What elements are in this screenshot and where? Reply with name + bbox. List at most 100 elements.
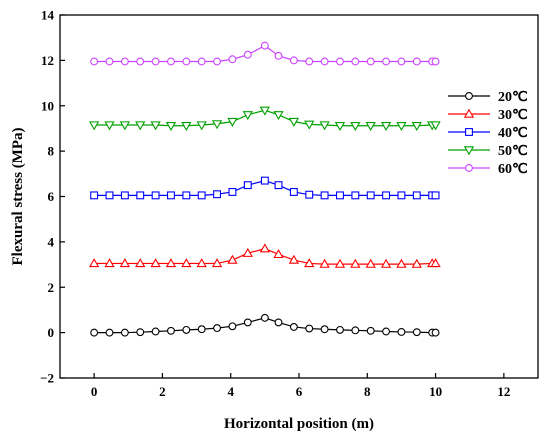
data-point bbox=[197, 325, 206, 334]
data-point bbox=[136, 57, 145, 66]
data-point bbox=[350, 122, 361, 132]
data-point bbox=[431, 191, 440, 200]
data-point bbox=[165, 258, 177, 268]
series-layer bbox=[88, 41, 441, 337]
series-0 bbox=[90, 313, 440, 337]
data-point bbox=[366, 191, 375, 200]
axis-ticks: 0 2 4 6 8 10 12 −2 0 2 4 6 8 10 12 14 bbox=[40, 8, 510, 400]
plot-frame bbox=[59, 14, 539, 379]
legend: 20℃ 30℃ 40℃ 50℃ 60℃ bbox=[448, 90, 528, 177]
x-axis-title: Horizontal position (m) bbox=[224, 416, 374, 432]
x-tick-label: 12 bbox=[497, 384, 510, 399]
data-point bbox=[430, 258, 441, 268]
data-point bbox=[305, 324, 314, 333]
data-point bbox=[350, 258, 361, 268]
data-point bbox=[288, 254, 300, 264]
data-point bbox=[260, 176, 269, 185]
data-point bbox=[120, 328, 129, 337]
data-point bbox=[382, 57, 391, 66]
data-point bbox=[88, 258, 100, 268]
data-point bbox=[380, 258, 392, 268]
x-tick-label: 2 bbox=[159, 384, 166, 399]
x-tick-label: 8 bbox=[364, 384, 371, 399]
data-point bbox=[274, 318, 283, 327]
y-tick-label: 10 bbox=[41, 98, 54, 113]
data-point bbox=[182, 325, 191, 334]
data-point bbox=[366, 326, 375, 335]
data-point bbox=[334, 122, 346, 132]
data-point bbox=[105, 191, 114, 200]
data-point bbox=[104, 258, 115, 268]
data-point bbox=[88, 121, 100, 131]
x-tick-label: 4 bbox=[227, 384, 234, 399]
data-point bbox=[430, 121, 441, 131]
data-point bbox=[411, 122, 422, 132]
data-point bbox=[182, 191, 191, 200]
data-point bbox=[151, 57, 160, 66]
data-point bbox=[397, 57, 406, 66]
legend-label: 40℃ bbox=[498, 126, 528, 141]
legend-label: 50℃ bbox=[498, 144, 528, 159]
data-point bbox=[119, 258, 131, 268]
series-4 bbox=[90, 41, 440, 66]
data-point bbox=[396, 122, 407, 132]
series-1 bbox=[88, 243, 441, 268]
legend-marker bbox=[463, 146, 475, 156]
data-point bbox=[196, 121, 207, 131]
data-point bbox=[228, 188, 237, 196]
data-point bbox=[197, 57, 206, 66]
data-point bbox=[259, 106, 271, 116]
data-point bbox=[365, 122, 376, 132]
data-point bbox=[382, 191, 391, 200]
legend-label: 20℃ bbox=[498, 90, 528, 105]
data-point bbox=[136, 328, 145, 337]
data-point bbox=[259, 243, 271, 253]
legend-entry: 20℃ bbox=[448, 90, 528, 105]
y-tick-label: 8 bbox=[48, 144, 55, 159]
data-point bbox=[412, 57, 421, 66]
data-point bbox=[151, 191, 160, 200]
data-point bbox=[431, 328, 440, 337]
data-point bbox=[167, 191, 175, 200]
data-point bbox=[227, 117, 238, 127]
y-tick-label: 6 bbox=[48, 189, 55, 204]
legend-entry: 40℃ bbox=[448, 126, 528, 141]
data-point bbox=[380, 122, 392, 132]
data-point bbox=[273, 111, 284, 121]
legend-entry: 60℃ bbox=[448, 162, 528, 177]
data-point bbox=[319, 258, 330, 268]
data-point bbox=[304, 258, 315, 268]
x-tick-label: 10 bbox=[429, 384, 442, 399]
y-tick-label: 12 bbox=[41, 53, 54, 68]
data-point bbox=[336, 57, 344, 66]
x-tick-label: 6 bbox=[296, 384, 303, 399]
data-point bbox=[305, 57, 314, 66]
data-point bbox=[243, 318, 252, 327]
data-point bbox=[182, 57, 191, 66]
data-point bbox=[320, 57, 329, 66]
data-point bbox=[213, 190, 222, 199]
data-point bbox=[351, 57, 360, 66]
plot-area-border bbox=[59, 14, 539, 379]
data-point bbox=[167, 326, 175, 335]
data-point bbox=[289, 323, 298, 331]
y-tick-label: −2 bbox=[40, 371, 54, 386]
data-point bbox=[105, 328, 114, 337]
data-point bbox=[242, 111, 253, 121]
y-tick-label: 4 bbox=[48, 234, 55, 249]
data-point bbox=[289, 188, 298, 196]
legend-marker bbox=[465, 92, 473, 100]
legend-entry: 50℃ bbox=[448, 144, 528, 159]
data-point bbox=[351, 191, 360, 200]
data-point bbox=[351, 326, 360, 335]
data-point bbox=[274, 51, 283, 60]
data-point bbox=[243, 50, 252, 59]
data-point bbox=[274, 181, 283, 190]
data-point bbox=[196, 258, 207, 268]
data-point bbox=[289, 56, 298, 65]
legend-label: 30℃ bbox=[498, 108, 528, 123]
y-tick-label: 2 bbox=[48, 280, 55, 295]
data-point bbox=[366, 57, 375, 66]
data-point bbox=[120, 191, 129, 200]
